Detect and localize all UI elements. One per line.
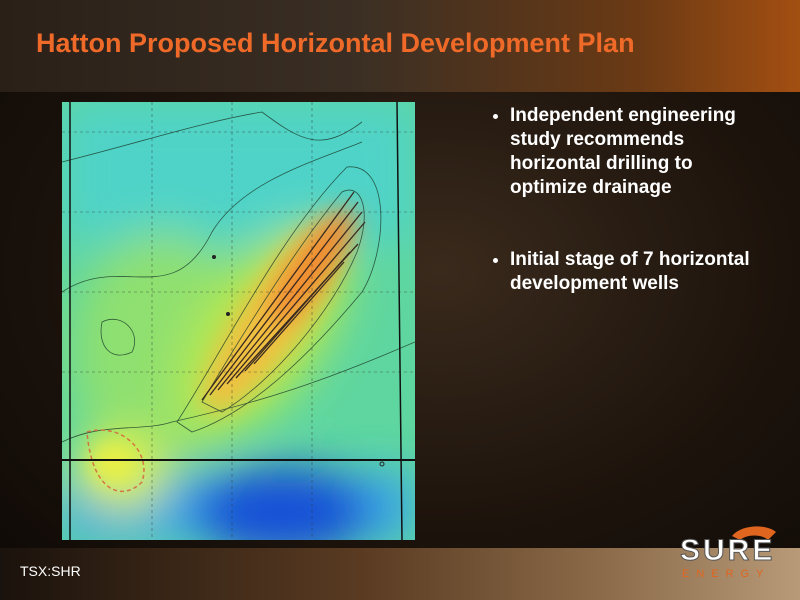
header-band: [0, 0, 800, 92]
bullet: Initial stage of 7 horizontal developmen…: [510, 248, 774, 296]
contour-map: [62, 102, 415, 540]
logo-name: SURE: [679, 534, 776, 568]
slide-title: Hatton Proposed Horizontal Development P…: [36, 28, 635, 58]
footer-band: [0, 548, 800, 600]
ticker: TSX:SHR: [20, 563, 81, 579]
logo-tagline: ENERGY: [682, 568, 771, 580]
logo: SURE ENERGY: [672, 522, 782, 582]
bullet: Independent engineering study recommends…: [510, 104, 774, 200]
bullet-list: Independent engineering study recommends…: [484, 104, 774, 344]
logo-icon: [732, 526, 776, 540]
